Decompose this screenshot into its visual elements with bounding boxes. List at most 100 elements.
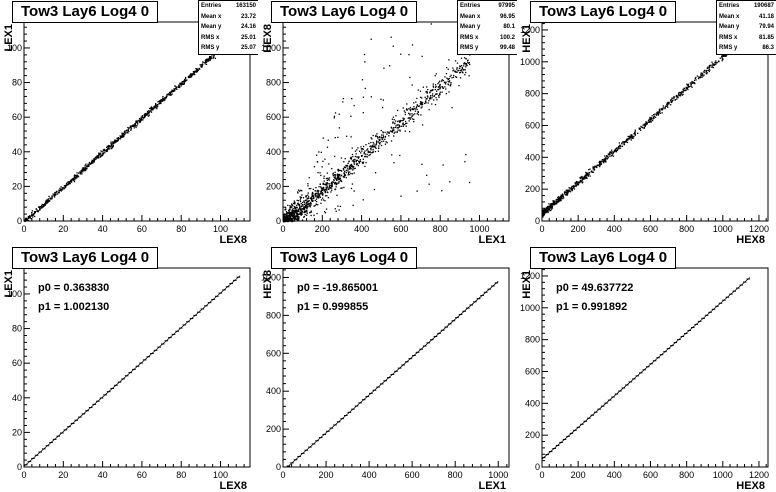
scatter-point	[145, 113, 147, 115]
scatter-point	[605, 160, 607, 162]
scatter-point	[349, 166, 352, 169]
scatter-point	[655, 114, 658, 116]
scatter-point	[322, 137, 324, 139]
scatter-point	[292, 217, 294, 219]
scatter-point	[655, 113, 657, 115]
scatter-point	[343, 161, 345, 163]
scatter-point	[321, 193, 323, 195]
scatter-point	[648, 121, 650, 123]
scatter-point	[138, 120, 140, 122]
scatter-point	[291, 220, 293, 223]
scatter-point	[421, 103, 423, 106]
scatter-point	[42, 204, 45, 206]
scatter-point	[673, 95, 675, 98]
scatter-point	[297, 191, 299, 193]
scatter-point	[98, 156, 100, 159]
scatter-point	[610, 155, 612, 157]
scatter-point	[311, 191, 314, 194]
scatter-point	[410, 117, 412, 119]
scatter-point	[678, 92, 680, 94]
scatter-point	[334, 181, 337, 184]
scatter-point	[91, 159, 93, 161]
scatter-point	[557, 196, 559, 199]
stats-label: RMS x	[201, 34, 220, 41]
scatter-point	[656, 112, 658, 114]
scatter-point	[301, 204, 304, 206]
scatter-point	[209, 58, 211, 60]
scatter-point	[718, 60, 720, 63]
scatter-point	[311, 199, 313, 201]
scatter-point	[96, 155, 98, 157]
scatter-point	[342, 176, 344, 178]
scatter-point	[36, 210, 38, 213]
x-tick-label: 60	[137, 224, 147, 234]
scatter-point	[543, 213, 545, 215]
scatter-point	[287, 215, 289, 217]
scatter-point	[466, 61, 469, 63]
scatter-point	[566, 189, 568, 192]
scatter-point	[313, 205, 315, 207]
scatter-point	[591, 171, 593, 173]
scatter-point	[304, 213, 306, 216]
scatter-point	[158, 102, 161, 105]
scatter-point	[213, 54, 216, 56]
x-tick-label: 800	[433, 224, 448, 234]
scatter-point	[154, 105, 156, 108]
scatter-point	[294, 209, 296, 211]
scatter-point	[599, 165, 601, 168]
scatter-point	[82, 168, 84, 170]
scatter-point	[392, 116, 395, 118]
scatter-point	[356, 164, 358, 166]
scatter-point	[557, 196, 560, 198]
scatter-point	[629, 137, 632, 139]
scatter-point	[380, 134, 383, 136]
scatter-point	[605, 158, 607, 160]
scatter-point	[391, 154, 393, 156]
scatter-point	[401, 120, 403, 122]
scatter-point	[284, 219, 287, 222]
scatter-point	[287, 212, 289, 214]
scatter-point	[175, 87, 177, 89]
scatter-point	[585, 172, 588, 174]
scatter-point	[421, 97, 423, 99]
scatter-point	[417, 111, 419, 114]
scatter-point	[46, 199, 48, 201]
profile-points	[542, 278, 750, 459]
scatter-point	[184, 76, 187, 79]
scatter-point	[320, 191, 323, 193]
scatter-point	[284, 213, 286, 216]
scatter-point	[583, 176, 585, 179]
scatter-point	[370, 149, 372, 151]
scatter-point	[623, 142, 625, 144]
scatter-point	[182, 83, 185, 85]
scatter-point	[409, 113, 411, 115]
stats-label: Mean y	[201, 24, 222, 30]
scatter-point	[466, 64, 468, 67]
stats-row: Entries 97995	[460, 1, 515, 12]
scatter-point	[612, 151, 615, 153]
scatter-point	[311, 195, 313, 198]
scatter-point	[66, 184, 68, 187]
scatter-point	[69, 179, 72, 182]
scatter-point	[314, 199, 316, 202]
scatter-point	[421, 101, 423, 103]
stats-value: 79.94	[758, 24, 774, 30]
scatter-point	[307, 183, 309, 185]
scatter-point	[715, 63, 717, 65]
scatter-point	[437, 82, 439, 85]
scatter-point	[443, 81, 446, 83]
scatter-point	[151, 109, 153, 111]
scatter-point	[333, 176, 335, 178]
scatter-point	[135, 122, 137, 124]
scatter-point	[382, 140, 385, 142]
scatter-point	[293, 216, 296, 218]
scatter-point	[357, 164, 360, 167]
scatter-point	[208, 57, 211, 59]
scatter-point	[374, 172, 377, 174]
scatter-point	[578, 181, 580, 184]
y-tick-label: 400	[525, 398, 540, 408]
scatter-point	[623, 143, 625, 145]
scatter-point	[103, 149, 106, 152]
scatter-point	[386, 131, 389, 133]
scatter-point	[175, 86, 177, 88]
